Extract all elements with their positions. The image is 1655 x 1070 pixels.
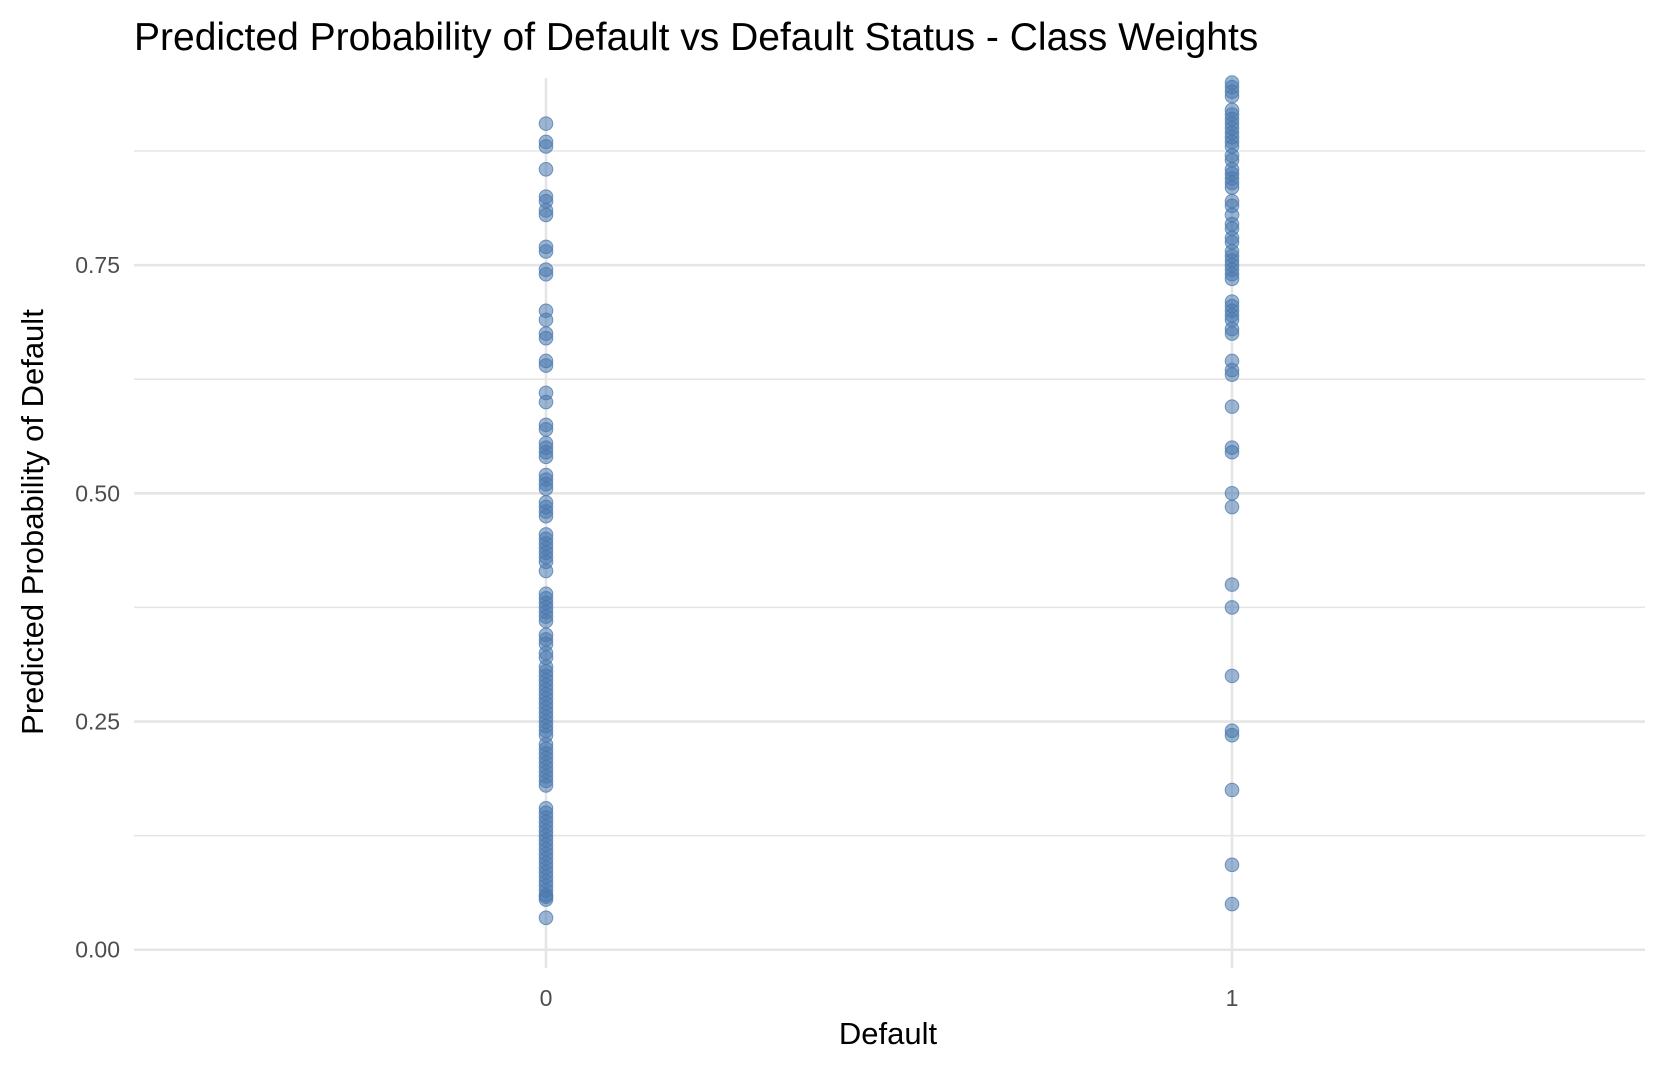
data-point	[1224, 499, 1240, 515]
data-point	[538, 358, 554, 373]
data-point	[1224, 668, 1240, 684]
data-point	[538, 207, 554, 223]
data-point	[538, 394, 554, 410]
data-point	[538, 778, 554, 793]
chart-title: Predicted Probability of Default vs Defa…	[134, 16, 1258, 59]
data-point	[1224, 367, 1240, 382]
y-axis-title: Predicted Probability of Default	[15, 309, 50, 735]
data-point	[1224, 857, 1240, 873]
minor-grid	[134, 150, 1645, 837]
data-point	[538, 422, 554, 437]
data-point	[538, 116, 554, 131]
data-point	[538, 139, 554, 154]
data-point	[1224, 577, 1240, 592]
data-point	[538, 244, 554, 259]
y-tick-label: 0.25	[75, 709, 120, 735]
data-point	[538, 613, 554, 629]
data-point	[538, 892, 554, 907]
data-point	[538, 481, 554, 497]
data-point	[538, 266, 554, 282]
data-point	[1224, 486, 1240, 501]
data-point	[1224, 271, 1240, 287]
points-layer	[538, 75, 1240, 926]
data-point	[538, 312, 554, 328]
x-axis-title: Default	[839, 1016, 938, 1051]
y-tick-label: 0.75	[75, 252, 120, 278]
y-tick-label: 0.00	[75, 937, 120, 963]
y-tick-label: 0.50	[75, 480, 120, 506]
data-point	[1224, 180, 1240, 195]
y-axis-tick-labels: 0.00 0.25 0.50 0.75	[75, 252, 120, 963]
data-point	[1224, 727, 1240, 743]
data-point	[1224, 326, 1240, 341]
data-point	[1224, 896, 1240, 912]
data-point	[1224, 88, 1240, 104]
data-point	[538, 330, 554, 346]
data-point	[538, 161, 554, 177]
data-point	[1224, 444, 1240, 460]
x-tick-label: 0	[540, 985, 553, 1011]
data-point	[538, 563, 554, 579]
data-point	[1224, 600, 1240, 615]
x-tick-label: 1	[1226, 985, 1239, 1011]
data-point	[1224, 782, 1240, 798]
data-point	[538, 910, 554, 926]
data-point	[538, 508, 554, 524]
data-point	[1224, 399, 1240, 414]
data-point	[538, 449, 554, 465]
